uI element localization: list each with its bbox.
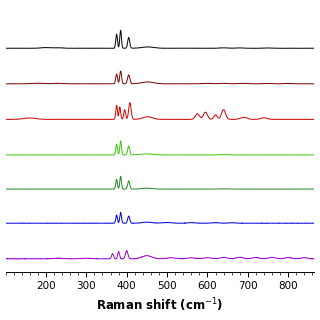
X-axis label: Raman shift (cm$^{-1}$): Raman shift (cm$^{-1}$) — [96, 297, 224, 315]
